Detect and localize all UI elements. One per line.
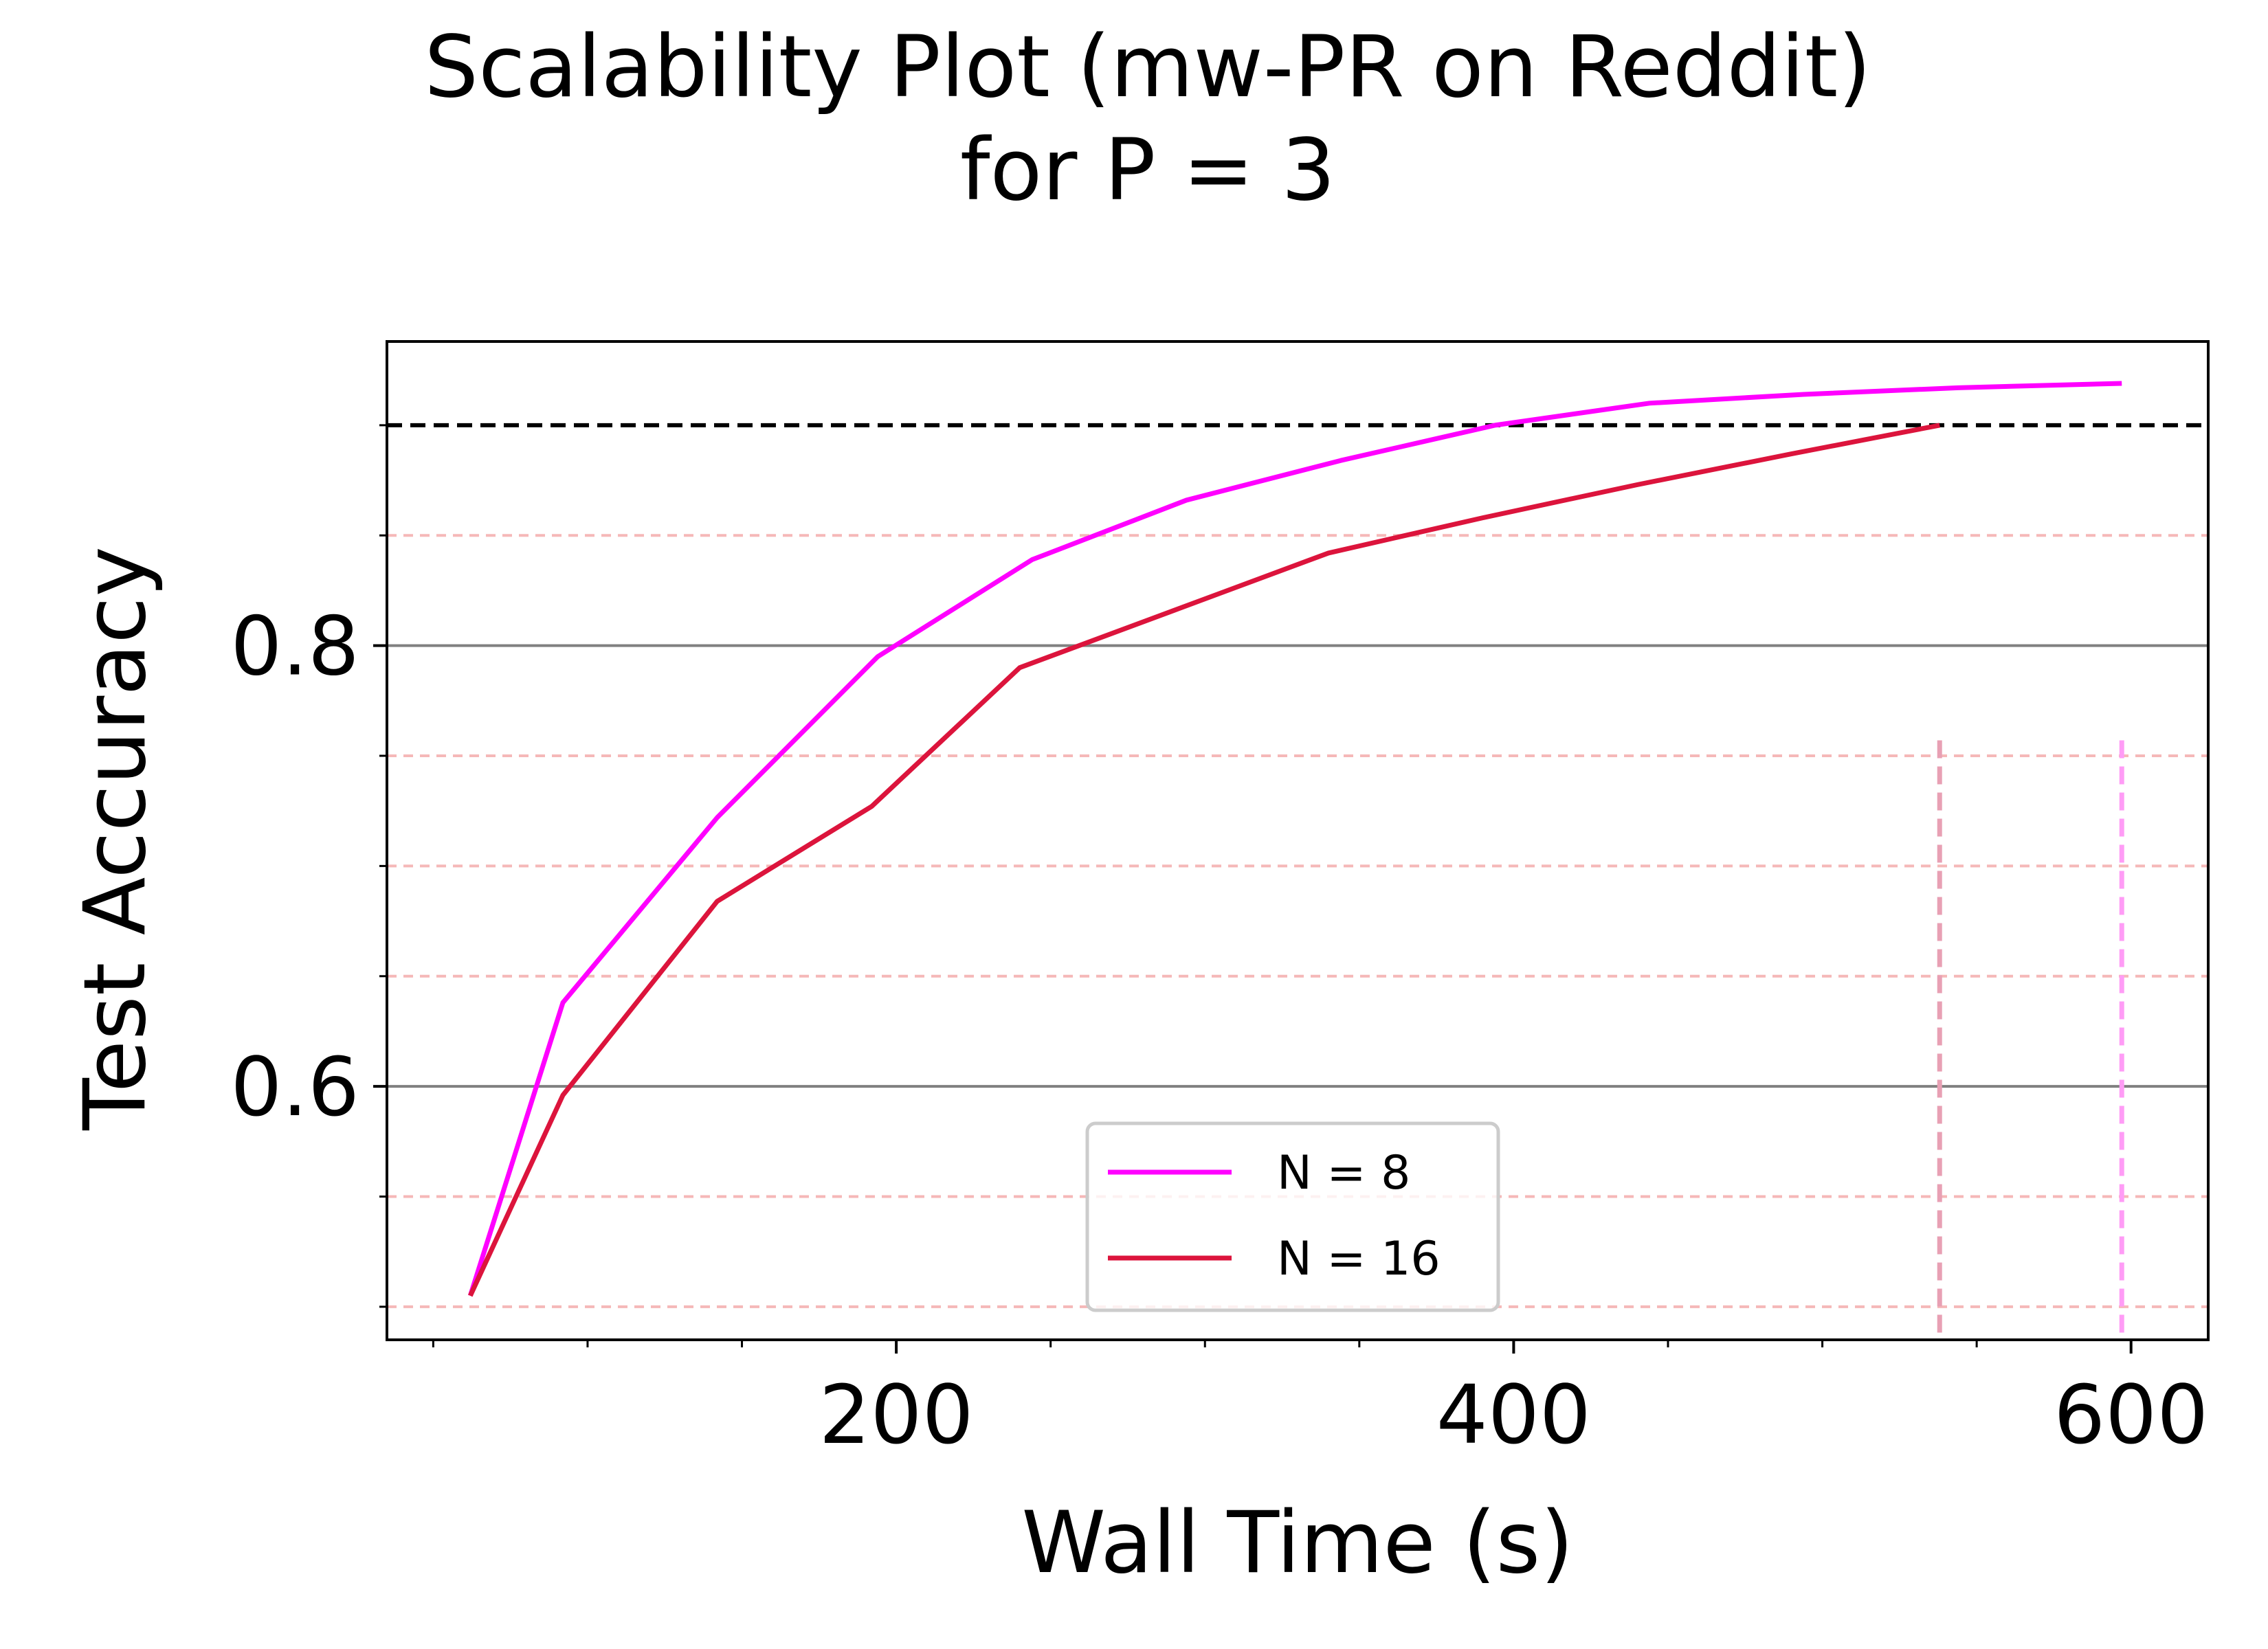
y-axis-label: Test Accuracy bbox=[66, 546, 165, 1131]
marker-layer bbox=[387, 423, 2208, 1340]
legend-label-n8: N = 8 bbox=[1277, 1146, 1410, 1200]
chart-subtitle: for P = 3 bbox=[960, 121, 1335, 220]
x-tick-label: 400 bbox=[1436, 1367, 1591, 1462]
series-layer bbox=[467, 381, 2122, 1297]
series-line-n-16 bbox=[468, 423, 1940, 1297]
x-tick-label: 600 bbox=[2054, 1367, 2208, 1462]
x-tick-label: 200 bbox=[819, 1367, 973, 1462]
legend: N = 8 N = 16 bbox=[1085, 1121, 1500, 1312]
chart-title: Scalability Plot (mw-PR on Reddit) bbox=[424, 18, 1871, 117]
x-axis-label: Wall Time (s) bbox=[1021, 1494, 1573, 1593]
y-tick-label: 0.6 bbox=[230, 1040, 359, 1134]
plot-frame bbox=[386, 340, 2210, 1341]
tick-layer: 200 400 600 0.6 0.8 bbox=[230, 424, 2208, 1462]
series-line-n-8 bbox=[467, 381, 2122, 1297]
axes-layer bbox=[386, 340, 2210, 1341]
grid-layer bbox=[387, 534, 2208, 1308]
y-tick-label: 0.8 bbox=[230, 599, 359, 694]
legend-label-n16: N = 16 bbox=[1277, 1232, 1441, 1286]
